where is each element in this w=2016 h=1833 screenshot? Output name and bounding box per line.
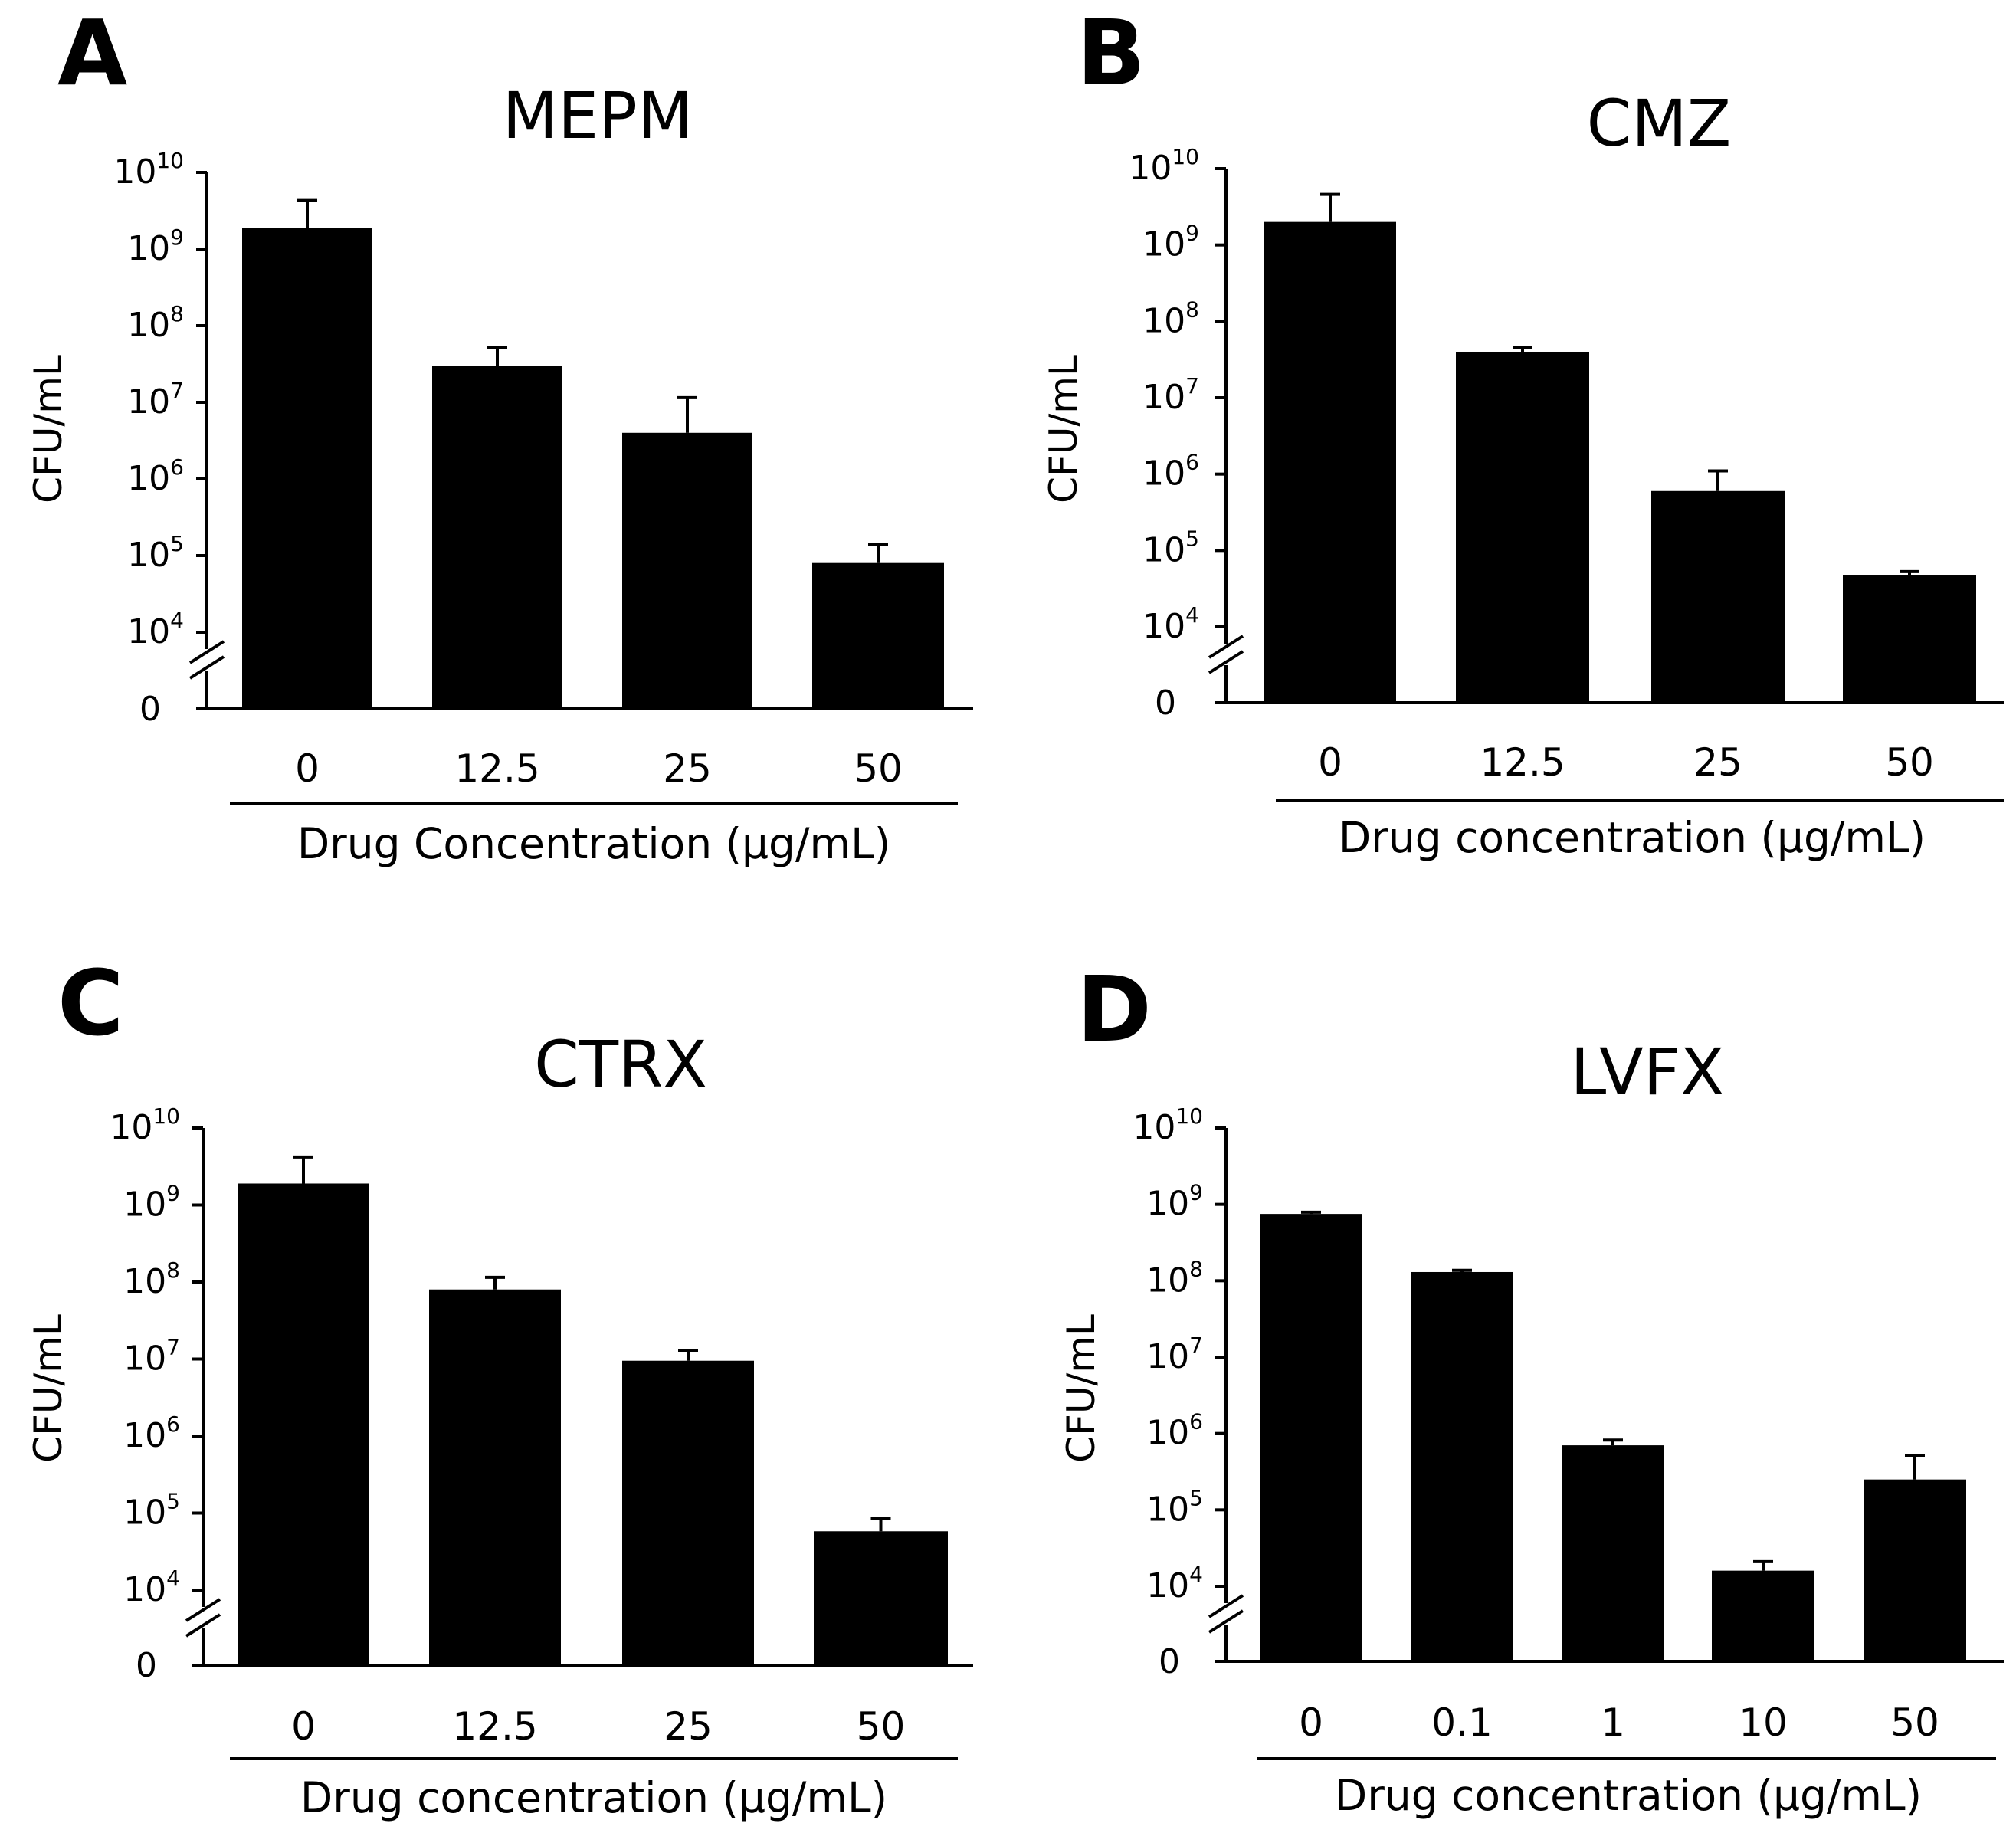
panel-b: B CMZ 1010 109 108 107 106 105 104 0 0 12.5 25 50 Drug… — [1041, 0, 2004, 862]
y-tick-label: 106 — [123, 1412, 180, 1455]
x-tick-label: 25 — [1693, 740, 1742, 785]
panel-letter: C — [57, 950, 124, 1056]
y-tick-label: 1010 — [1133, 1103, 1203, 1147]
bar — [814, 1531, 948, 1665]
y-tick-label: 107 — [123, 1335, 180, 1379]
y-tick-label: 105 — [127, 531, 184, 575]
x-tick-label: 50 — [857, 1704, 906, 1749]
x-tick-label: 50 — [1890, 1700, 1939, 1745]
y-tick-label: 109 — [1146, 1180, 1203, 1224]
panel-letter: A — [57, 0, 127, 106]
y-tick-label: 1010 — [1129, 144, 1199, 188]
bar — [622, 1360, 754, 1665]
bar — [1864, 1479, 1966, 1661]
panel-d: D LVFX 1010 109 108 107 106 105 104 0 0 0.1 1 10 50 Dru… — [1059, 956, 2004, 1820]
axis-break-mark — [188, 640, 225, 664]
x-tick-label: 0 — [295, 746, 320, 791]
chart-title: LVFX — [1571, 1035, 1725, 1110]
x-tick-label: 10 — [1739, 1700, 1788, 1745]
x-tick-label: 12.5 — [454, 746, 539, 791]
bar — [1264, 221, 1396, 703]
axis-break-mark — [1208, 634, 1244, 659]
x-tick-label: 25 — [664, 1704, 713, 1749]
y-tick-label: 109 — [127, 225, 184, 268]
y-tick-label: 104 — [1146, 1562, 1203, 1605]
y-tick-label: 109 — [123, 1181, 180, 1225]
x-tick-label: 1 — [1601, 1700, 1625, 1745]
bar — [812, 562, 944, 709]
bar — [622, 432, 752, 709]
y-tick-label: 108 — [1146, 1256, 1203, 1300]
y-tick-label: 104 — [127, 608, 184, 651]
bar — [1651, 490, 1785, 703]
panel-a: A MEPM 1010 109 108 107 106 105 104 0 0 12.5 25 50 Dru… — [26, 0, 973, 868]
axis-break-mark — [1208, 1609, 1244, 1634]
bar — [432, 366, 562, 709]
y-tick-label: 105 — [123, 1489, 180, 1533]
bar — [1843, 575, 1976, 703]
axis-break-mark — [185, 1598, 221, 1622]
y-tick-label: 104 — [123, 1566, 180, 1609]
bar — [429, 1289, 561, 1665]
y-tick-label-zero: 0 — [1155, 684, 1176, 723]
bar — [242, 228, 372, 709]
y-axis-title: CFU/mL — [1041, 355, 1086, 503]
x-tick-label: 0 — [291, 1704, 316, 1749]
chart-title: MEPM — [503, 78, 693, 153]
x-axis-title: Drug concentration (µg/mL) — [1339, 813, 1926, 862]
chart-title: CTRX — [534, 1027, 707, 1102]
axis-break-mark — [1208, 650, 1244, 674]
x-axis-title: Drug Concentration (µg/mL) — [297, 819, 890, 868]
x-tick-label: 0.1 — [1431, 1700, 1493, 1745]
bar — [1260, 1214, 1362, 1661]
panel-letter: D — [1077, 956, 1152, 1062]
panel-c: C CTRX 1010 109 108 107 106 105 104 0 0 12.5 25 50 Dru… — [26, 950, 973, 1822]
axis-break-mark — [185, 1613, 221, 1638]
y-tick-label: 105 — [1146, 1485, 1203, 1529]
x-tick-label: 0 — [1299, 1700, 1323, 1745]
y-tick-label: 1010 — [110, 1103, 180, 1147]
y-tick-label-zero: 0 — [136, 1646, 157, 1685]
x-tick-label: 50 — [1885, 740, 1934, 785]
y-tick-label: 107 — [127, 378, 184, 421]
y-tick-label: 107 — [1146, 1333, 1203, 1376]
y-tick-label: 108 — [127, 301, 184, 345]
y-tick-label: 106 — [1142, 450, 1199, 494]
y-axis-title: CFU/mL — [1059, 1314, 1103, 1463]
x-tick-label: 0 — [1318, 740, 1342, 785]
y-tick-label: 109 — [1142, 221, 1199, 264]
panel-letter: B — [1077, 0, 1146, 106]
y-tick-label: 108 — [1142, 297, 1199, 340]
axis-break-mark — [188, 655, 225, 680]
y-axis-title: CFU/mL — [26, 1314, 70, 1463]
y-tick-label: 104 — [1142, 602, 1199, 646]
y-tick-label: 106 — [1146, 1409, 1203, 1453]
y-tick-label-zero: 0 — [139, 690, 161, 729]
chart-title: CMZ — [1587, 86, 1732, 161]
y-tick-label: 106 — [127, 454, 184, 498]
x-axis-title: Drug concentration (µg/mL) — [1335, 1771, 1922, 1820]
bar — [1456, 351, 1589, 703]
x-tick-label: 25 — [663, 746, 712, 791]
y-tick-label: 1010 — [113, 148, 184, 192]
bar — [1712, 1570, 1814, 1661]
x-tick-label: 50 — [854, 746, 903, 791]
bar — [1562, 1445, 1664, 1661]
y-tick-label-zero: 0 — [1159, 1642, 1180, 1681]
y-axis-title: CFU/mL — [26, 355, 70, 503]
x-tick-label: 12.5 — [452, 1704, 537, 1749]
x-axis-title: Drug concentration (µg/mL) — [300, 1773, 887, 1822]
bar — [238, 1183, 369, 1665]
bar — [1411, 1271, 1513, 1661]
y-tick-label: 108 — [123, 1258, 180, 1301]
y-tick-label: 107 — [1142, 373, 1199, 417]
y-tick-label: 105 — [1142, 526, 1199, 569]
x-tick-label: 12.5 — [1480, 740, 1565, 785]
axis-break-mark — [1208, 1594, 1244, 1618]
